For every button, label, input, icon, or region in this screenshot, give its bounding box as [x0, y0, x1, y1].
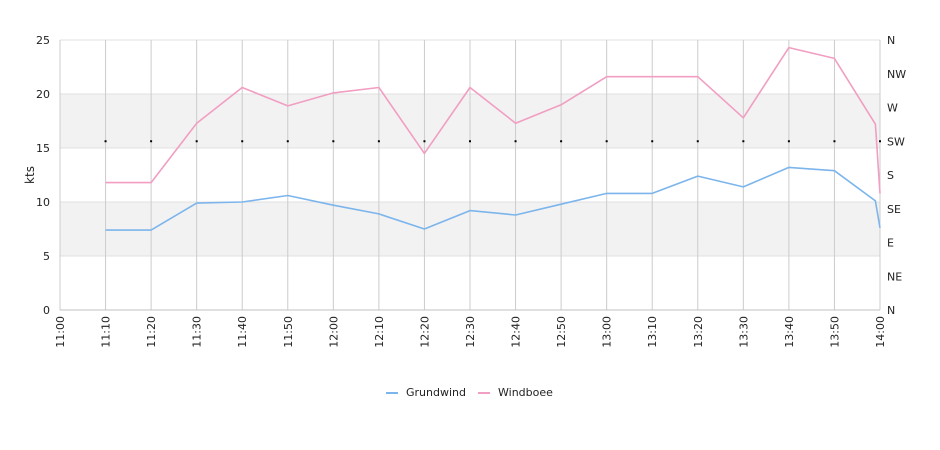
direction-point [332, 140, 335, 143]
x-tick-label: 11:00 [54, 316, 67, 348]
x-tick-label: 12:40 [510, 316, 523, 348]
y-tick-label: 20 [36, 88, 50, 101]
direction-point [377, 140, 380, 143]
direction-point [104, 140, 107, 143]
x-tick-label: 13:30 [737, 316, 750, 348]
x-tick-label: 13:20 [692, 316, 705, 348]
direction-axis-label: NE [887, 270, 902, 283]
direction-point [560, 140, 563, 143]
direction-point [742, 140, 745, 143]
direction-markers [104, 140, 881, 143]
direction-axis-label: NW [887, 68, 906, 81]
direction-point [605, 140, 608, 143]
x-tick-label: 13:40 [783, 316, 796, 348]
direction-axis-label: N [887, 304, 895, 317]
direction-axis-label: N [887, 34, 895, 47]
direction-axis-label: SW [887, 135, 905, 148]
legend: Grundwind Windboee [386, 386, 553, 399]
direction-axis-label: W [887, 102, 898, 115]
x-tick-label: 13:00 [601, 316, 614, 348]
tick-labels: 0 5 10 15 20 25 11:00 11:10 11:20 11:30 11:40 11:50… [36, 34, 906, 348]
direction-point [241, 140, 244, 143]
y-axis-label: kts [23, 166, 37, 184]
y-tick-label: 0 [43, 304, 50, 317]
direction-point [833, 140, 836, 143]
y-tick-label: 25 [36, 34, 50, 47]
x-tick-label: 11:50 [282, 316, 295, 348]
direction-point [514, 140, 517, 143]
series-lines [105, 46, 881, 231]
y-tick-label: 5 [43, 250, 50, 263]
y-tick-label: 10 [36, 196, 50, 209]
direction-point [696, 140, 699, 143]
x-tick-label: 11:20 [145, 316, 158, 348]
x-tick-label: 12:00 [327, 316, 340, 348]
direction-point [150, 140, 153, 143]
direction-point [879, 140, 881, 143]
x-tick-label: 11:10 [100, 316, 113, 348]
x-tick-label: 13:10 [646, 316, 659, 348]
x-tick-label: 12:30 [464, 316, 477, 348]
direction-point [195, 140, 198, 143]
direction-axis-label: S [887, 169, 894, 182]
series-line-windboee [105, 46, 881, 194]
direction-axis-label: SE [887, 203, 901, 216]
grid-lines [59, 39, 881, 311]
series-line-grundwind [105, 166, 881, 231]
legend-item-windboee[interactable]: Windboee [498, 386, 553, 399]
direction-point [286, 140, 289, 143]
direction-point [469, 140, 471, 143]
direction-axis-label: E [887, 237, 894, 250]
x-tick-label: 11:30 [191, 316, 204, 348]
x-tick-label: 12:50 [555, 316, 568, 348]
x-tick-label: 14:00 [874, 316, 887, 348]
x-tick-label: 12:10 [373, 316, 386, 348]
direction-point [787, 140, 790, 143]
y-tick-label: 15 [36, 142, 50, 155]
direction-point [423, 140, 426, 143]
x-tick-label: 12:20 [418, 316, 431, 348]
x-tick-label: 13:50 [828, 316, 841, 348]
direction-point [651, 140, 654, 143]
x-tick-label: 11:40 [236, 316, 249, 348]
legend-item-grundwind[interactable]: Grundwind [406, 386, 466, 399]
